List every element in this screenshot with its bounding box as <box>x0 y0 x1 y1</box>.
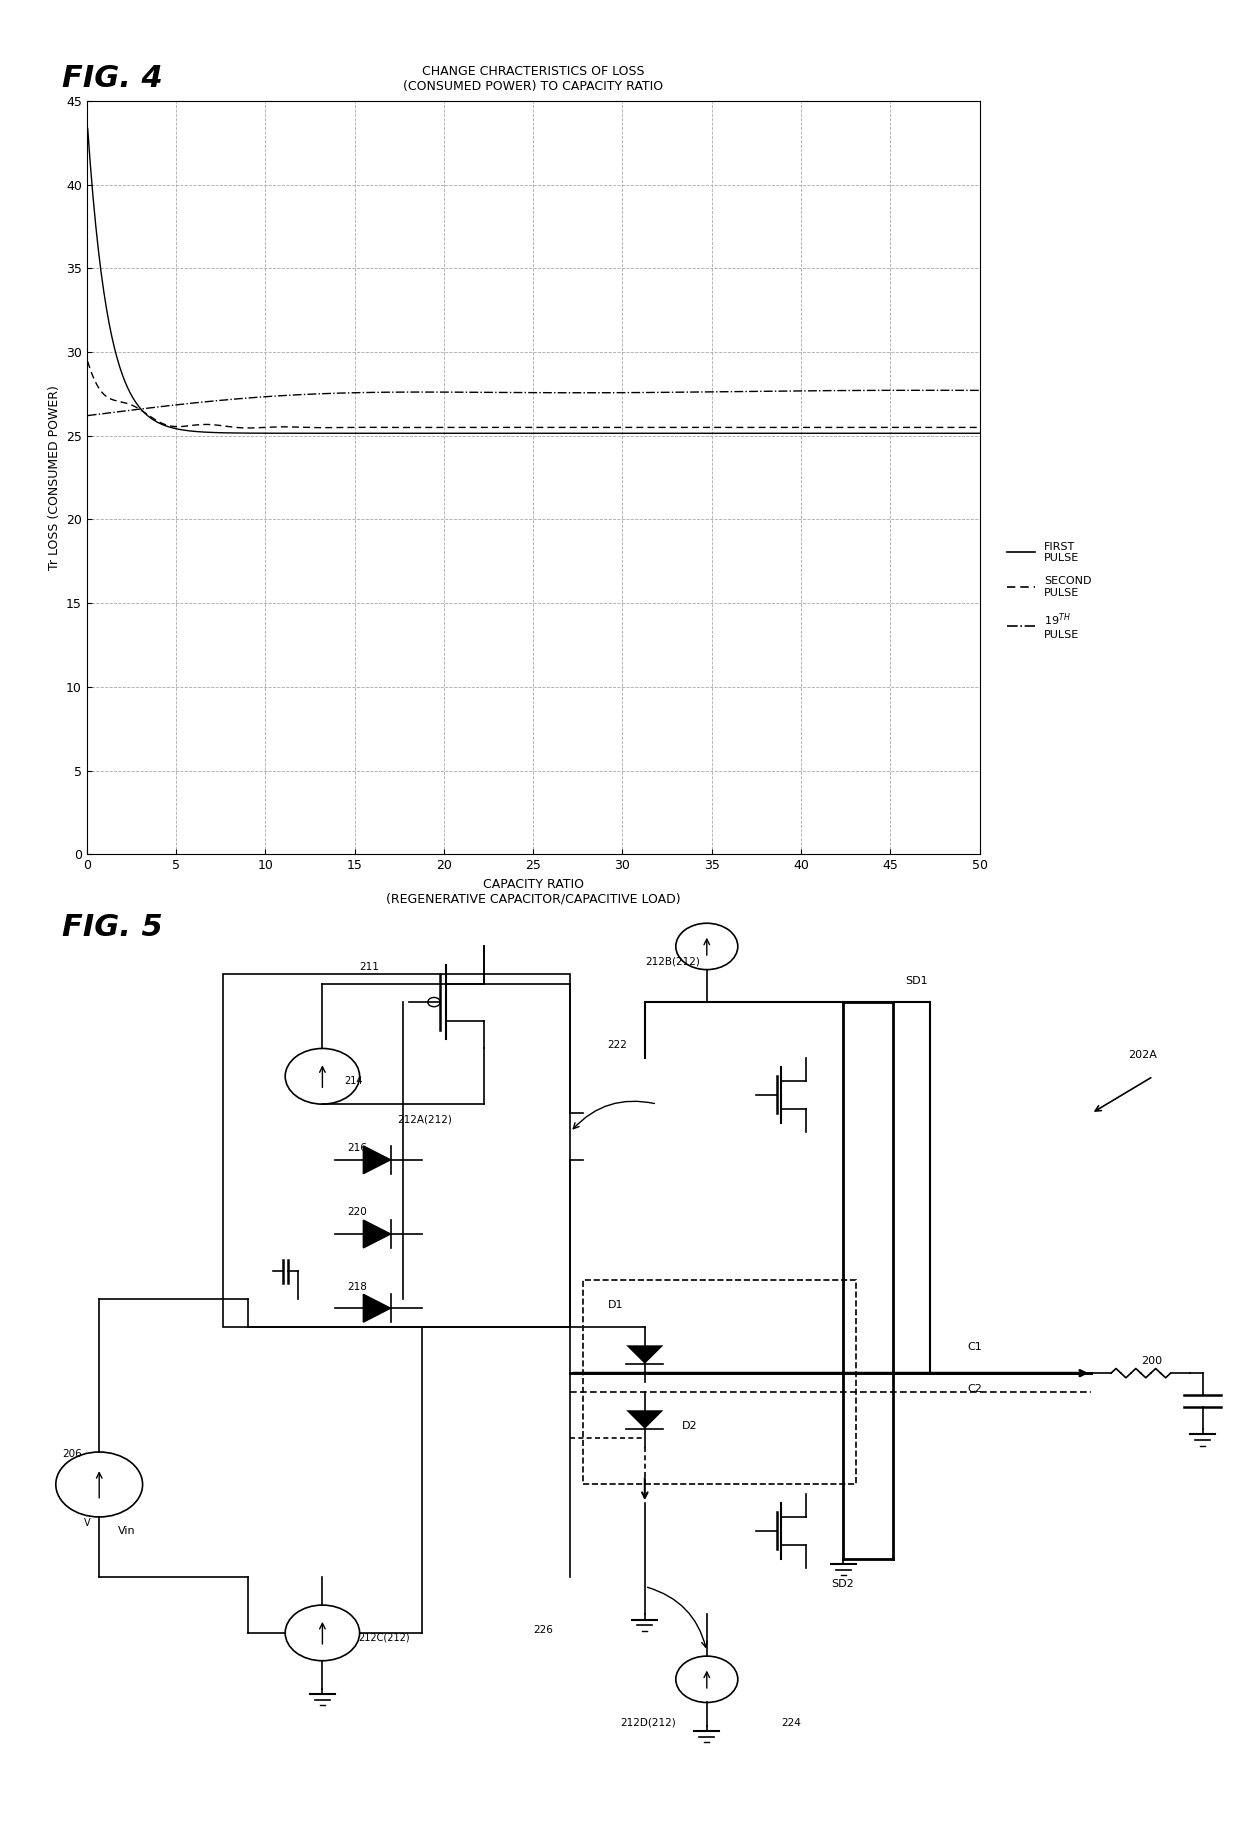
Text: 200: 200 <box>1141 1356 1162 1367</box>
SECOND PULSE <box>693 417 708 439</box>
19TH PULSE <box>81 404 95 426</box>
Text: SD2: SD2 <box>831 1578 853 1589</box>
19TH PULSE <box>693 380 708 402</box>
Text: FIG. 5: FIG. 5 <box>62 913 162 942</box>
Legend: FIRST
PULSE, SECOND
PULSE, 19$^{TH}$
PULSE: FIRST PULSE, SECOND PULSE, 19$^{TH}$ PUL… <box>1003 536 1096 645</box>
Text: 212C(212): 212C(212) <box>358 1633 410 1642</box>
Text: 212D(212): 212D(212) <box>620 1718 676 1727</box>
Text: FIG. 4: FIG. 4 <box>62 64 162 94</box>
Text: D2: D2 <box>682 1420 698 1431</box>
Title: CHANGE CHRACTERISTICS OF LOSS
(CONSUMED POWER) TO CAPACITY RATIO: CHANGE CHRACTERISTICS OF LOSS (CONSUMED … <box>403 64 663 94</box>
Text: 222: 222 <box>608 1040 627 1051</box>
FIRST PULSE <box>441 423 456 445</box>
Line: FIRST PULSE: FIRST PULSE <box>88 129 980 434</box>
FIRST PULSE <box>171 419 186 441</box>
Polygon shape <box>626 1411 663 1429</box>
19TH PULSE <box>792 380 807 402</box>
Polygon shape <box>363 1295 391 1323</box>
SECOND PULSE <box>171 415 186 437</box>
Text: 224: 224 <box>781 1718 801 1727</box>
19TH PULSE <box>171 393 186 415</box>
FIRST PULSE <box>972 423 987 445</box>
X-axis label: CAPACITY RATIO
(REGENERATIVE CAPACITOR/CAPACITIVE LOAD): CAPACITY RATIO (REGENERATIVE CAPACITOR/C… <box>386 878 681 906</box>
Text: Vin: Vin <box>118 1527 135 1536</box>
SECOND PULSE <box>241 417 255 439</box>
Text: 202A: 202A <box>1128 1049 1157 1060</box>
Text: V: V <box>83 1517 91 1528</box>
Text: 212A(212): 212A(212) <box>397 1115 451 1124</box>
Polygon shape <box>363 1220 391 1247</box>
19TH PULSE <box>972 380 987 402</box>
Text: 214: 214 <box>345 1076 362 1086</box>
Text: 216: 216 <box>347 1143 367 1152</box>
Text: SD1: SD1 <box>905 975 928 985</box>
Text: 211: 211 <box>360 961 379 972</box>
FIRST PULSE <box>856 423 870 445</box>
Text: 218: 218 <box>347 1282 367 1291</box>
FIRST PULSE <box>474 423 489 445</box>
SECOND PULSE <box>792 417 807 439</box>
Text: C2: C2 <box>967 1383 982 1394</box>
19TH PULSE <box>441 380 456 402</box>
Text: 212B(212): 212B(212) <box>645 957 699 966</box>
19TH PULSE <box>916 378 931 400</box>
Bar <box>223 974 570 1326</box>
SECOND PULSE <box>776 417 791 439</box>
FIRST PULSE <box>792 423 807 445</box>
Line: 19TH PULSE: 19TH PULSE <box>88 389 980 415</box>
Text: D1: D1 <box>608 1301 624 1310</box>
FIRST PULSE <box>776 423 791 445</box>
19TH PULSE <box>776 380 791 402</box>
Line: SECOND PULSE: SECOND PULSE <box>88 362 980 428</box>
Text: 206: 206 <box>62 1449 82 1459</box>
SECOND PULSE <box>972 417 987 439</box>
19TH PULSE <box>474 382 489 404</box>
SECOND PULSE <box>441 417 456 439</box>
Bar <box>583 1280 856 1484</box>
SECOND PULSE <box>474 417 489 439</box>
Text: 220: 220 <box>347 1207 367 1218</box>
Y-axis label: Tr LOSS (CONSUMED POWER): Tr LOSS (CONSUMED POWER) <box>47 386 61 569</box>
SECOND PULSE <box>81 351 95 373</box>
Text: C1: C1 <box>967 1343 982 1352</box>
Text: 226: 226 <box>533 1626 553 1635</box>
Polygon shape <box>626 1345 663 1363</box>
FIRST PULSE <box>693 423 708 445</box>
Polygon shape <box>363 1146 391 1174</box>
FIRST PULSE <box>81 118 95 140</box>
